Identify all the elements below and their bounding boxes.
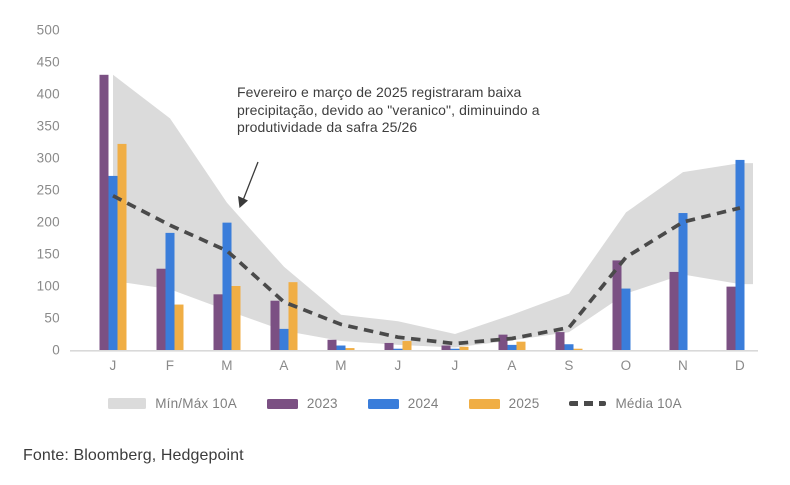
y-axis-tick: 200 <box>37 215 60 230</box>
bar-2023-J <box>384 342 394 350</box>
bar-2024-S <box>564 344 574 350</box>
bar-2024-J <box>450 348 460 350</box>
bars-2024 <box>108 159 745 350</box>
y-axis-tick: 400 <box>37 87 60 102</box>
legend-swatch-media <box>569 401 607 406</box>
bar-2024-J <box>393 348 403 350</box>
media-10a-line <box>112 194 741 346</box>
x-axis-label-7: A <box>507 358 516 373</box>
y-axis-tick: 0 <box>52 343 60 358</box>
bar-2025-F <box>174 304 184 350</box>
bar-2025-A <box>516 341 526 350</box>
legend-item-minmax: Mín/Máx 10A <box>108 396 237 411</box>
bar-2023-D <box>726 286 736 350</box>
y-axis-tick: 300 <box>37 151 60 166</box>
legend-label-2023: 2023 <box>306 396 338 411</box>
legend-swatch-minmax <box>108 398 147 409</box>
legend-label-2025: 2025 <box>508 396 540 411</box>
bar-2024-A <box>279 328 289 350</box>
bar-2023-J <box>441 345 451 350</box>
x-axis-label-10: N <box>678 358 688 373</box>
bar-2025-M <box>231 286 241 350</box>
bar-2024-J <box>108 175 118 350</box>
bar-2024-M <box>222 222 232 350</box>
legend-label-media: Média 10A <box>615 396 682 411</box>
annotation-line-1: Fevereiro e março de 2025 registraram ba… <box>237 84 522 100</box>
legend-swatch-2024 <box>367 398 399 409</box>
annotation-arrowhead-icon <box>238 196 248 208</box>
legend-item-media: Média 10A <box>569 396 682 411</box>
source-text: Fonte: Bloomberg, Hedgepoint <box>23 447 244 464</box>
y-axis-tick: 250 <box>37 183 60 198</box>
bar-2024-N <box>678 213 688 350</box>
x-axis-label-1: F <box>166 358 175 373</box>
bar-2025-J <box>117 143 127 350</box>
y-axis-tick: 50 <box>44 311 60 326</box>
legend-item-2023: 2023 <box>266 396 338 411</box>
bar-2023-N <box>669 271 679 350</box>
minmax-band-area <box>113 74 753 348</box>
legend-swatch-2025 <box>468 398 500 409</box>
y-axis-tick: 350 <box>37 119 60 134</box>
x-axis-label-3: A <box>279 358 288 373</box>
bar-2023-S <box>555 332 565 350</box>
x-axis-label-6: J <box>451 358 458 373</box>
bar-2023-M <box>327 339 337 350</box>
bar-2023-J <box>99 74 109 351</box>
x-axis-label-0: J <box>109 358 116 373</box>
bar-2023-M <box>213 294 223 350</box>
legend-label-2024: 2024 <box>407 396 439 411</box>
bar-2023-F <box>156 268 166 350</box>
precipitation-chart: 0 50 100 150 200 250 300 350 400 450 500 J F M A M J J A S O… <box>37 23 758 373</box>
bar-2025-J <box>459 346 469 350</box>
bar-2024-M <box>336 345 346 350</box>
x-axis-label-8: S <box>564 358 573 373</box>
legend-swatch-2023 <box>266 398 298 409</box>
bars-2025 <box>117 143 583 350</box>
bar-2024-O <box>621 288 631 350</box>
bar-2024-A <box>507 344 517 350</box>
x-axis-label-9: O <box>621 358 632 373</box>
legend-label-minmax: Mín/Máx 10A <box>155 396 237 411</box>
chart-annotation: Fevereiro e março de 2025 registraram ba… <box>237 84 540 137</box>
bar-2024-D <box>735 159 745 350</box>
bar-2025-J <box>402 341 412 350</box>
bar-2025-A <box>288 282 298 350</box>
y-axis-tick: 150 <box>37 247 60 262</box>
bar-2023-A <box>270 300 280 350</box>
bars-2023 <box>99 74 736 351</box>
y-axis-tick: 500 <box>37 23 60 38</box>
x-axis-label-11: D <box>735 358 745 373</box>
chart-legend: Mín/Máx 10A 2023 2024 2025 Média 10A <box>0 396 790 411</box>
legend-item-2024: 2024 <box>367 396 439 411</box>
annotation-line-2: precipitação, devido ao "veranico", dimi… <box>237 101 540 118</box>
bar-2025-S <box>573 348 583 350</box>
x-axis-label-4: M <box>335 358 347 373</box>
annotation-line-3: produtividade da safra 25/26 <box>237 119 418 135</box>
x-axis-label-5: J <box>394 358 401 373</box>
x-axis-label-2: M <box>221 358 233 373</box>
bar-2023-O <box>612 260 622 350</box>
legend-item-2025: 2025 <box>468 396 540 411</box>
y-axis-tick: 100 <box>37 279 60 294</box>
bar-2023-A <box>498 334 508 350</box>
bar-2024-F <box>165 232 175 350</box>
annotation-arrow-line <box>242 161 259 200</box>
bar-2025-M <box>345 348 355 350</box>
y-axis-tick: 450 <box>37 55 60 70</box>
